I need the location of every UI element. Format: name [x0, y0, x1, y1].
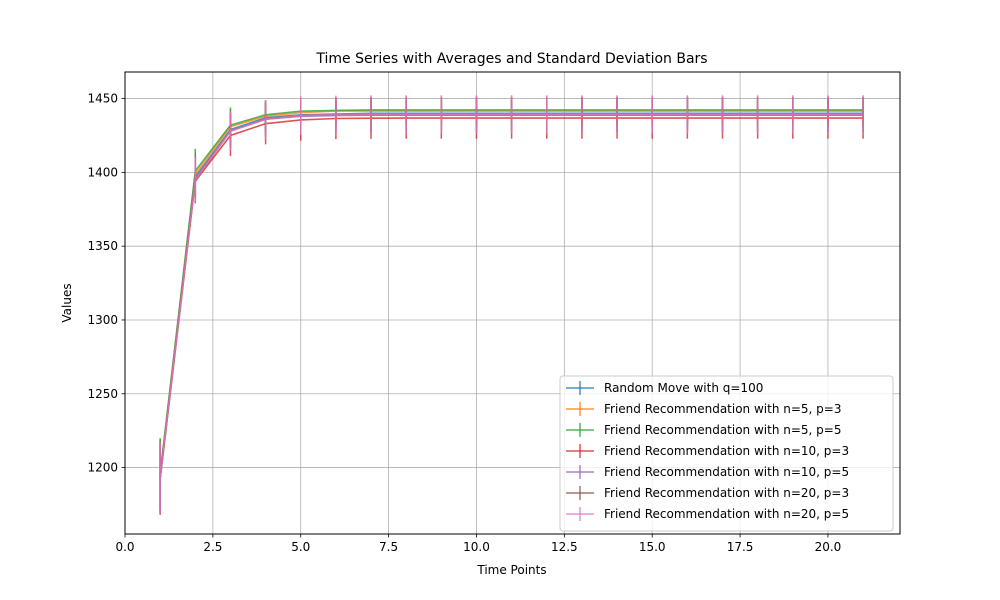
legend: Random Move with q=100 Friend Recommendat… [559, 375, 894, 532]
legend-item: Friend Recommendation with n=20, p=5 [566, 507, 849, 521]
x-tick-label: 5.0 [291, 540, 310, 554]
y-tick-label: 1300 [87, 313, 118, 327]
plot-frame [124, 71, 901, 535]
x-tick-label: 2.5 [203, 540, 222, 554]
x-tick-label: 15.0 [639, 540, 666, 554]
legend-label: Random Move with q=100 [604, 381, 763, 395]
x-tick-label: 12.5 [551, 540, 578, 554]
x-tick-label: 10.0 [463, 540, 490, 554]
legend-label: Friend Recommendation with n=10, p=3 [604, 444, 849, 458]
legend-label: Friend Recommendation with n=5, p=3 [604, 402, 841, 416]
y-tick-label: 1200 [87, 461, 118, 475]
chart-title: Time Series with Averages and Standard D… [315, 51, 707, 67]
legend-item: Friend Recommendation with n=20, p=3 [566, 486, 849, 500]
legend-item: Friend Recommendation with n=10, p=3 [566, 444, 849, 458]
y-tick-label: 1350 [87, 239, 118, 253]
x-tick-label: 7.5 [379, 540, 398, 554]
x-tick-label: 17.5 [727, 540, 754, 554]
legend-item: Friend Recommendation with n=10, p=5 [566, 465, 849, 479]
series-layer [159, 95, 864, 515]
series-7 [159, 95, 864, 514]
legend-label: Friend Recommendation with n=20, p=5 [604, 507, 849, 521]
series-line [159, 113, 864, 479]
x-tick-label: 20.0 [815, 540, 842, 554]
legend-label: Friend Recommendation with n=5, p=5 [604, 423, 841, 437]
y-axis-label: Values [60, 283, 74, 322]
y-tick-label: 1250 [87, 387, 118, 401]
legend-label: Friend Recommendation with n=10, p=5 [604, 465, 849, 479]
legend-box [559, 375, 894, 532]
x-tick-label: 0.0 [115, 540, 134, 554]
axis-ticks: 0.0 2.5 5.0 7.5 10.0 12.5 15.0 17.5 20.0 1200 1250… [87, 92, 841, 554]
y-tick-label: 1400 [87, 165, 118, 179]
y-tick-label: 1450 [87, 92, 118, 106]
legend-item: Friend Recommendation with n=5, p=3 [566, 402, 841, 416]
x-axis-label: Time Points [476, 563, 546, 577]
legend-item: Friend Recommendation with n=5, p=5 [566, 423, 841, 437]
legend-item: Random Move with q=100 [566, 381, 763, 395]
legend-label: Friend Recommendation with n=20, p=3 [604, 486, 849, 500]
